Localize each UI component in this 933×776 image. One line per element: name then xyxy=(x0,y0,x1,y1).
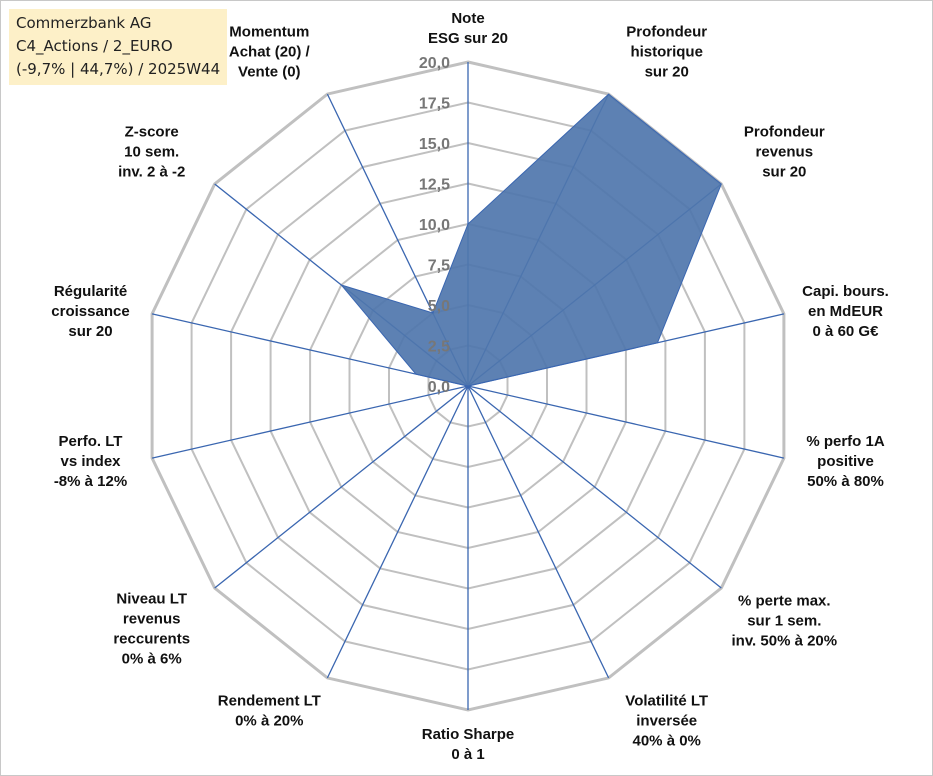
tick-label: 17,5 xyxy=(419,96,450,113)
spoke-4 xyxy=(467,385,785,459)
spoke-8 xyxy=(326,385,469,679)
category-label-line: inv. 50% à 20% xyxy=(731,633,837,650)
category-label-line: Momentum xyxy=(229,24,309,41)
category-label-line: historique xyxy=(630,44,703,61)
category-label-line: inversée xyxy=(636,713,697,730)
spoke-10 xyxy=(151,385,469,459)
category-label-line: sur 1 sem. xyxy=(747,613,821,630)
category-label-line: Rendement LT xyxy=(218,693,321,710)
tick-label: 2,5 xyxy=(428,339,450,356)
category-label-line: Profondeur xyxy=(744,123,825,140)
category-label-line: 0 à 1 xyxy=(451,746,484,763)
category-label-line: Niveau LT xyxy=(116,591,187,608)
category-label-line: % perfo 1A xyxy=(806,433,885,450)
spoke-5 xyxy=(467,385,722,589)
tick-label: 15,0 xyxy=(419,136,450,153)
category-label-line: Volatilité LT xyxy=(625,693,708,710)
category-label-line: en MdEUR xyxy=(808,303,883,320)
category-code: C4_Actions / 2_EURO xyxy=(16,37,173,55)
tick-label: 5,0 xyxy=(428,298,450,315)
series-area-0 xyxy=(339,93,722,387)
spoke-9 xyxy=(214,385,469,589)
category-label-line: revenus xyxy=(123,611,181,628)
info-box: Commerzbank AG C4_Actions / 2_EURO (-9,7… xyxy=(9,9,227,85)
category-label-9: Niveau LT revenus reccurents 0% à 6% xyxy=(113,591,190,668)
category-label-line: Capi. bours. xyxy=(802,283,889,300)
radar-series xyxy=(339,93,722,387)
category-label-0: Note ESG sur 20 xyxy=(428,10,508,47)
category-label-4: % perfo 1A positive 50% à 80% xyxy=(806,433,885,490)
category-label-line: 0 à 60 G€ xyxy=(813,323,880,340)
category-label-line: 40% à 0% xyxy=(633,733,701,750)
category-label-7: Ratio Sharpe 0 à 1 xyxy=(422,726,515,763)
category-label-line: sur 20 xyxy=(645,64,689,81)
category-label-line: % perte max. xyxy=(738,593,831,610)
category-label-11: Régularité croissance sur 20 xyxy=(51,283,129,340)
category-label-line: Vente (0) xyxy=(238,64,301,81)
category-label-line: 50% à 80% xyxy=(807,473,884,490)
category-label-line: Régularité xyxy=(54,283,127,300)
category-label-line: ESG sur 20 xyxy=(428,30,508,47)
category-label-line: sur 20 xyxy=(762,163,806,180)
tick-label: 20,0 xyxy=(419,55,450,72)
category-label-1: Profondeur historique sur 20 xyxy=(626,24,707,81)
category-label-line: Achat (20) / xyxy=(229,44,311,61)
category-label-line: 0% à 20% xyxy=(235,713,303,730)
category-label-line: Note xyxy=(451,10,484,27)
category-label-line: revenus xyxy=(756,143,814,160)
category-label-line: Profondeur xyxy=(626,24,707,41)
category-label-12: Z-score 10 sem. inv. 2 à -2 xyxy=(118,123,185,180)
category-label-line: Ratio Sharpe xyxy=(422,726,515,743)
category-label-line: -8% à 12% xyxy=(54,473,127,490)
tick-label: 10,0 xyxy=(419,217,450,234)
category-label-10: Perfo. LT vs index -8% à 12% xyxy=(54,433,127,490)
performance-period: (-9,7% | 44,7%) / 2025W44 xyxy=(16,60,221,78)
category-label-line: Z-score xyxy=(125,123,179,140)
category-label-line: vs index xyxy=(60,453,121,470)
category-label-line: inv. 2 à -2 xyxy=(118,163,185,180)
tick-label: 7,5 xyxy=(428,258,450,275)
category-label-8: Rendement LT 0% à 20% xyxy=(218,693,321,730)
category-labels: Note ESG sur 20 Profondeur historique sur 20… xyxy=(51,10,889,763)
category-label-13: Momentum Achat (20) / Vente (0) xyxy=(229,24,311,81)
spoke-6 xyxy=(467,385,610,679)
category-label-2: Profondeur revenus sur 20 xyxy=(744,123,825,180)
category-label-line: 0% à 6% xyxy=(122,651,182,668)
category-label-line: croissance xyxy=(51,303,129,320)
category-label-6: Volatilité LT inversée 40% à 0% xyxy=(625,693,708,750)
tick-label: 12,5 xyxy=(419,177,450,194)
category-label-line: Perfo. LT xyxy=(59,433,123,450)
category-label-5: % perte max. sur 1 sem. inv. 50% à 20% xyxy=(731,593,837,650)
radial-tick-labels: 0,0 2,5 5,0 7,5 10,0 12,5 15,0 17,5 20,0 xyxy=(419,55,450,396)
category-label-line: 10 sem. xyxy=(124,143,179,160)
category-label-line: positive xyxy=(817,453,874,470)
category-label-3: Capi. bours. en MdEUR 0 à 60 G€ xyxy=(802,283,889,340)
category-label-line: sur 20 xyxy=(68,323,112,340)
company-name: Commerzbank AG xyxy=(16,14,152,32)
tick-label: 0,0 xyxy=(428,379,450,396)
category-label-line: reccurents xyxy=(113,631,190,648)
